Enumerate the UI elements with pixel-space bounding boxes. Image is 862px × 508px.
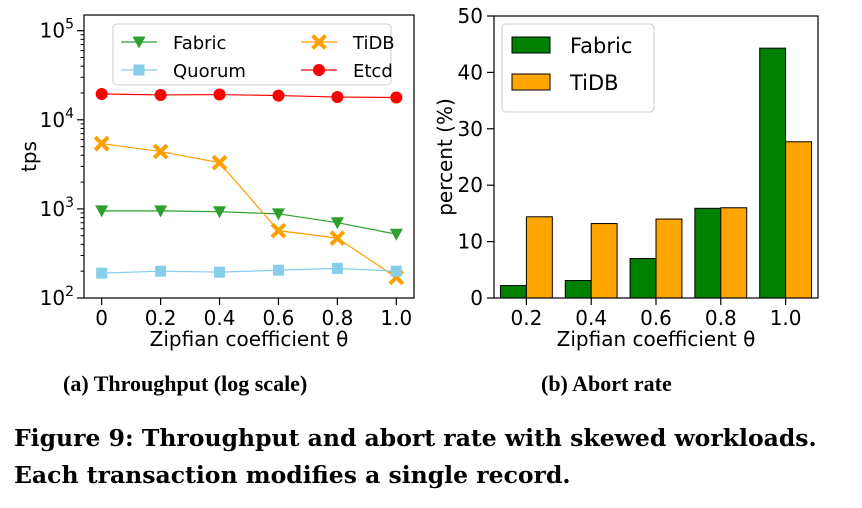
point-etcd	[154, 88, 167, 101]
legend-marker-tidb	[311, 34, 327, 50]
point-etcd	[213, 88, 226, 101]
bar-tidb	[785, 141, 813, 299]
point-tidb	[329, 230, 346, 246]
point-quorum	[331, 262, 343, 274]
series-line-quorum	[101, 267, 397, 274]
legend-label-tidb: TiDB	[352, 33, 395, 54]
bar-tidb	[655, 218, 683, 299]
point-tidb	[270, 222, 287, 239]
caption-line-2: Each transaction modifies a single recor…	[14, 461, 571, 489]
x-tick-label: 0.4	[204, 306, 236, 330]
plot-frame	[83, 14, 415, 299]
y-tick-label: 102	[40, 284, 74, 310]
point-tidb	[211, 154, 228, 171]
y-tick-label: 50	[458, 4, 483, 28]
y-tick-label: 10	[458, 230, 483, 254]
y-axis-title: tps	[17, 141, 41, 172]
throughput-chart: 102 103 104 105 0 0.2 0.4 0.6 0.8 1.0 Fabric TiDB Qu…	[17, 14, 415, 351]
y-tick-label: 30	[458, 117, 483, 141]
figure-caption: Figure 9: Throughput and abort rate with…	[14, 420, 854, 494]
x-axis-title: Zipfian coefficient θ	[150, 327, 349, 351]
point-etcd	[272, 89, 285, 102]
point-etcd	[95, 87, 108, 100]
legend-swatch-fabric	[511, 36, 551, 54]
x-tick-label: 0.2	[145, 306, 177, 330]
point-tidb	[152, 143, 169, 160]
bar-fabric	[564, 280, 592, 299]
legend-label-fabric: Fabric	[173, 33, 226, 54]
subcaption-a: (a) Throughput (log scale)	[63, 371, 308, 396]
x-tick-label: 0.4	[575, 306, 607, 330]
legend-label-tidb: TiDB	[569, 71, 619, 95]
legend-marker-etcd	[313, 64, 325, 76]
y-axis-title: percent (%)	[433, 98, 457, 216]
x-tick-label: 0.2	[510, 306, 542, 330]
point-fabric	[271, 208, 285, 221]
bar-tidb	[720, 207, 748, 299]
point-quorum	[155, 265, 167, 277]
y-tick-label: 103	[40, 195, 74, 221]
abort-rate-chart: 0 10 20 30 40 50 0.2 0.4 0.6 0.8 1.0 Fabric TiDB Zipf…	[433, 4, 819, 351]
point-fabric	[330, 217, 344, 230]
x-tick-label: 0.8	[321, 306, 353, 330]
series-line-tidb	[101, 143, 397, 278]
point-etcd	[331, 91, 344, 104]
y-tick-label: 105	[40, 17, 74, 43]
caption-line-1: Figure 9: Throughput and abort rate with…	[14, 424, 817, 452]
plot-frame	[493, 15, 819, 299]
y-tick-label: 20	[458, 173, 483, 197]
series-line-fabric	[101, 210, 397, 235]
x-tick-label: 0.8	[705, 306, 737, 330]
x-axis-title: Zipfian coefficient θ	[557, 327, 756, 351]
x-tick-label: 1.0	[770, 306, 802, 330]
x-tick-label: 0.6	[263, 306, 295, 330]
point-quorum	[214, 266, 226, 278]
series-line-etcd	[101, 93, 397, 99]
point-tidb	[93, 135, 110, 152]
y-tick-label: 104	[40, 106, 74, 132]
legend-box	[112, 23, 392, 86]
bar-fabric	[629, 258, 657, 299]
x-tick-label: 0.6	[640, 306, 672, 330]
subcaption-b: (b) Abort rate	[541, 371, 672, 396]
bar-tidb	[590, 223, 618, 299]
bar-fabric	[694, 207, 722, 299]
legend-label-etcd: Etcd	[353, 61, 393, 82]
x-tick-label: 1.0	[380, 306, 412, 330]
bar-tidb	[525, 216, 553, 299]
legend-marker-quorum	[133, 64, 145, 76]
point-fabric	[389, 228, 403, 241]
point-quorum	[96, 267, 108, 279]
legend-label-fabric: Fabric	[570, 34, 632, 58]
point-fabric	[213, 206, 227, 219]
x-tick-label: 0	[95, 306, 108, 330]
legend: Fabric TiDB	[501, 23, 655, 113]
legend: Fabric TiDB Quorum Etcd	[112, 23, 395, 86]
point-quorum	[272, 264, 284, 276]
bar-fabric	[499, 285, 527, 299]
y-tick-label: 40	[458, 60, 483, 84]
point-quorum	[390, 265, 402, 277]
y-tick-label: 0	[470, 286, 483, 310]
legend-marker-fabric	[132, 36, 146, 49]
legend-swatch-tidb	[511, 73, 551, 91]
bar-fabric	[759, 47, 787, 299]
point-fabric	[154, 205, 168, 218]
point-fabric	[95, 205, 109, 218]
legend-label-quorum: Quorum	[173, 61, 246, 82]
point-etcd	[390, 91, 403, 104]
